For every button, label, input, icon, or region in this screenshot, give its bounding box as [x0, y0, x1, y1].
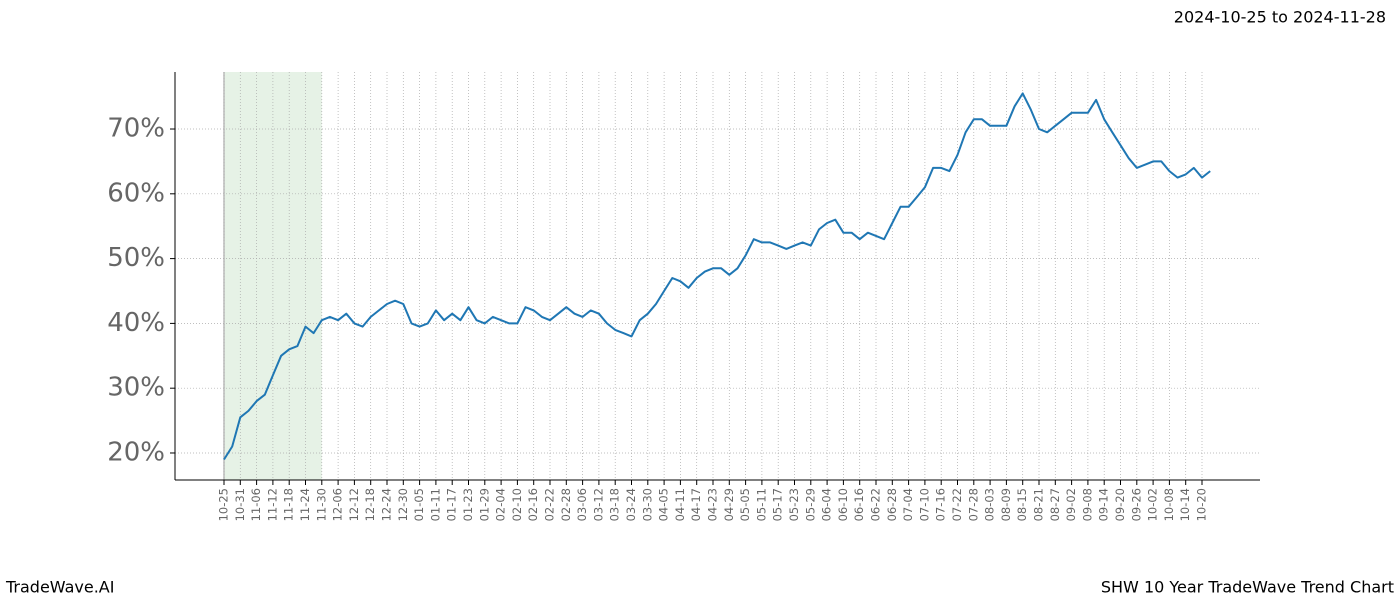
x-tick-label: 04-11: [673, 488, 687, 521]
x-tick-label: 09-14: [1097, 488, 1111, 521]
x-tick-label: 05-23: [787, 488, 801, 521]
x-tick-label: 02-16: [526, 488, 540, 521]
x-tick-label: 03-24: [624, 488, 638, 521]
x-tick-label: 10-20: [1195, 488, 1209, 521]
x-tick-label: 03-06: [575, 488, 589, 521]
x-tick-label: 10-31: [233, 488, 247, 521]
x-tick-label: 06-16: [852, 488, 866, 521]
x-tick-label: 01-29: [477, 488, 491, 521]
trend-line: [223, 92, 1211, 461]
x-tick-label: 08-27: [1048, 488, 1062, 521]
x-tick-label: 09-02: [1064, 488, 1078, 521]
x-tick-label: 09-26: [1129, 488, 1143, 521]
x-tick-label: 05-11: [754, 488, 768, 521]
x-tick-label: 07-04: [901, 488, 915, 521]
y-tick-label: 30%: [107, 373, 165, 403]
x-tick-label: 03-30: [640, 488, 654, 521]
x-tick-label: 02-10: [510, 488, 524, 521]
x-tick-label: 04-05: [657, 488, 671, 521]
y-tick-label: 40%: [107, 308, 165, 338]
x-tick-label: 01-23: [461, 488, 475, 521]
x-tick-label: 08-21: [1032, 488, 1046, 521]
x-tick-label: 07-10: [917, 488, 931, 521]
x-tick-label: 12-06: [331, 488, 345, 521]
y-tick-label: 60%: [107, 178, 165, 208]
x-tick-label: 07-22: [950, 488, 964, 521]
x-tick-label: 12-30: [396, 488, 410, 521]
x-tick-label: 02-28: [559, 488, 573, 521]
x-tick-label: 05-29: [803, 488, 817, 521]
x-tick-label: 02-04: [494, 488, 508, 521]
x-tick-label: 01-11: [428, 488, 442, 521]
x-tick-label: 10-14: [1178, 488, 1192, 521]
x-tick-label: 03-18: [608, 488, 622, 521]
x-tick-label: 08-09: [999, 488, 1013, 521]
x-tick-label: 12-18: [363, 488, 377, 521]
x-tick-label: 09-08: [1080, 488, 1094, 521]
x-tick-label: 10-25: [217, 488, 231, 521]
x-tick-label: 08-15: [1015, 488, 1029, 521]
x-tick-label: 12-12: [347, 488, 361, 521]
x-tick-label: 05-17: [771, 488, 785, 521]
x-tick-label: 11-12: [265, 488, 279, 521]
x-tick-label: 07-16: [934, 488, 948, 521]
x-tick-label: 07-28: [966, 488, 980, 521]
footer-left: TradeWave.AI: [5, 578, 114, 597]
x-tick-label: 06-28: [885, 488, 899, 521]
x-tick-label: 11-06: [249, 488, 263, 521]
x-tick-label: 12-24: [380, 488, 394, 521]
x-tick-label: 09-20: [1113, 488, 1127, 521]
y-tick-label: 50%: [107, 243, 165, 273]
subtitle: 2024-10-25 to 2024-11-28: [1174, 8, 1386, 27]
x-tick-label: 01-17: [445, 488, 459, 521]
x-tick-label: 04-29: [722, 488, 736, 521]
x-tick-label: 06-22: [869, 488, 883, 521]
x-tick-label: 04-17: [689, 488, 703, 521]
y-tick-label: 20%: [107, 437, 165, 467]
x-tick-label: 01-05: [412, 488, 426, 521]
x-tick-label: 10-08: [1162, 488, 1176, 521]
x-tick-label: 10-02: [1146, 488, 1160, 521]
x-tick-label: 05-05: [738, 488, 752, 521]
x-tick-label: 03-12: [591, 488, 605, 521]
x-tick-label: 11-30: [314, 488, 328, 521]
x-tick-label: 11-18: [282, 488, 296, 521]
footer-right: SHW 10 Year TradeWave Trend Chart: [1101, 578, 1394, 597]
x-tick-label: 06-04: [820, 488, 834, 521]
x-tick-label: 02-22: [543, 488, 557, 521]
x-tick-label: 11-24: [298, 488, 312, 521]
x-tick-label: 04-23: [706, 488, 720, 521]
x-tick-label: 08-03: [983, 488, 997, 521]
y-tick-label: 70%: [107, 114, 165, 144]
x-tick-label: 06-10: [836, 488, 850, 521]
